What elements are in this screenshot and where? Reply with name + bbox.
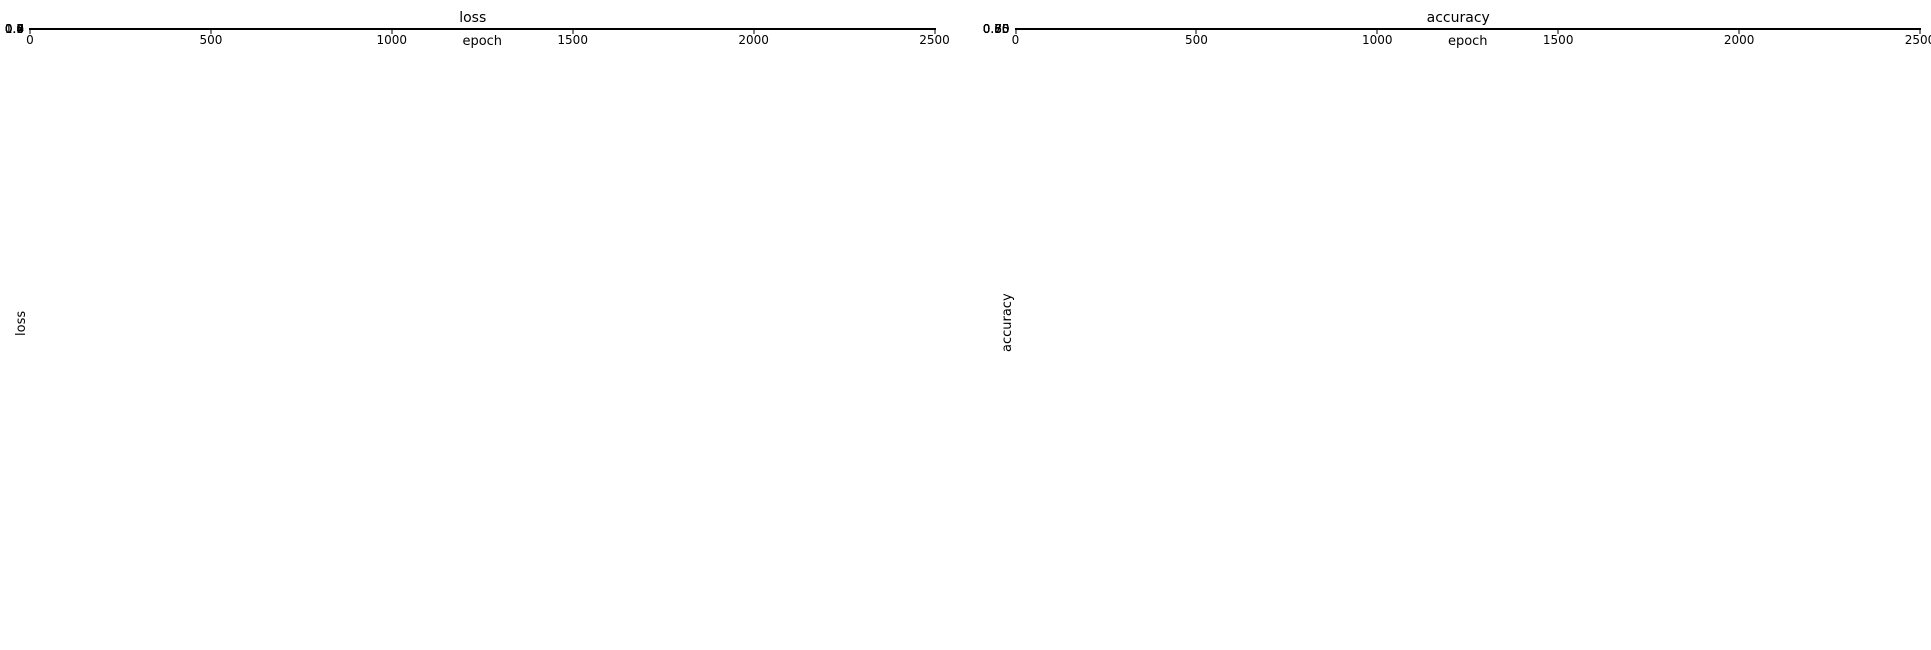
xtick: 1500 (1543, 33, 1574, 47)
xtick: 2500 (919, 33, 950, 47)
loss-ylabel: loss (10, 28, 29, 618)
loss-subplot: loss loss 0.40.50.60.70.80.91.0 05001000… (10, 10, 936, 640)
xtick: 500 (1185, 33, 1208, 47)
accuracy-subplot: accuracy accuracy 0.500.550.600.650.700.… (996, 10, 1922, 640)
xtick: 1000 (1362, 33, 1393, 47)
accuracy-ylabel: accuracy (996, 28, 1015, 618)
xtick: 1500 (557, 33, 588, 47)
accuracy-title: accuracy (996, 10, 1922, 26)
loss-plot-area: 0.40.50.60.70.80.91.0 050010001500200025… (29, 28, 936, 30)
xtick: 2000 (1724, 33, 1755, 47)
xtick: 500 (199, 33, 222, 47)
loss-xticks: 05001000150020002500 (30, 29, 935, 47)
xtick: 2500 (1905, 33, 1931, 47)
ytick: 0.85 (983, 22, 1010, 36)
xtick: 0 (1012, 33, 1020, 47)
loss-title: loss (10, 10, 936, 26)
accuracy-xticks: 05001000150020002500 (1016, 29, 1921, 47)
figure: loss loss 0.40.50.60.70.80.91.0 05001000… (10, 10, 1921, 640)
xtick: 2000 (738, 33, 769, 47)
xtick: 1000 (377, 33, 408, 47)
ytick: 1.0 (5, 22, 24, 36)
xtick: 0 (26, 33, 34, 47)
accuracy-plot-area: 0.500.550.600.650.700.750.800.85 0500100… (1015, 28, 1922, 30)
